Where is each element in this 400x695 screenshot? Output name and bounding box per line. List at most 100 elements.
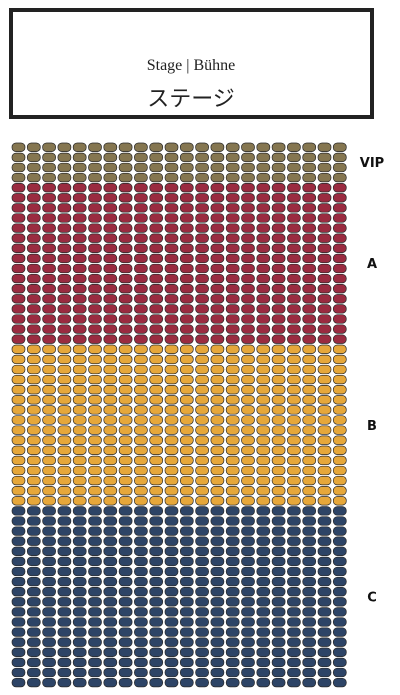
seat	[103, 617, 118, 627]
seat	[332, 627, 347, 637]
seat	[42, 647, 56, 657]
seat	[195, 243, 209, 253]
seat	[317, 475, 332, 486]
seat	[42, 354, 56, 365]
seat	[271, 597, 286, 607]
seat	[271, 364, 286, 375]
seat	[164, 142, 179, 152]
seat	[103, 395, 118, 405]
seat	[302, 475, 317, 486]
seat	[42, 486, 56, 496]
seat	[241, 445, 255, 455]
seat	[72, 657, 87, 668]
seat	[42, 284, 56, 294]
seat	[88, 597, 102, 607]
seat	[118, 587, 133, 597]
seat	[332, 152, 347, 163]
seat	[210, 657, 225, 668]
seat	[11, 405, 26, 415]
seat	[195, 506, 209, 516]
seat	[72, 324, 87, 334]
seat	[225, 455, 240, 466]
seat	[332, 273, 347, 284]
seat	[210, 576, 225, 587]
seat	[57, 587, 72, 597]
seat	[11, 627, 26, 637]
seat	[42, 556, 56, 567]
seat	[241, 324, 255, 334]
seat	[302, 445, 317, 455]
seat	[179, 213, 194, 223]
seat	[57, 435, 72, 445]
seat	[241, 506, 255, 516]
seat	[134, 385, 148, 395]
seat	[118, 576, 133, 587]
seat	[26, 597, 41, 607]
seat	[241, 677, 255, 688]
seat	[287, 425, 301, 435]
seat	[88, 526, 102, 536]
seat	[210, 425, 225, 435]
seat	[118, 506, 133, 516]
seat	[317, 597, 332, 607]
seat	[317, 445, 332, 455]
seat	[57, 576, 72, 587]
seat	[164, 233, 179, 243]
seat	[88, 627, 102, 637]
seat	[103, 556, 118, 567]
seat	[57, 243, 72, 253]
seat	[88, 152, 102, 163]
seat	[332, 223, 347, 233]
seat	[103, 546, 118, 556]
seat	[179, 637, 194, 647]
seat	[256, 294, 271, 304]
seat	[302, 566, 317, 577]
seat	[225, 516, 240, 526]
seat	[256, 354, 271, 365]
seat	[332, 405, 347, 415]
seat	[164, 263, 179, 274]
seat	[317, 627, 332, 637]
seat	[26, 233, 41, 243]
seat	[332, 344, 347, 354]
seat	[72, 284, 87, 294]
seat	[256, 587, 271, 597]
seat	[210, 142, 225, 152]
seat	[42, 455, 56, 466]
seat	[134, 223, 148, 233]
seat	[26, 576, 41, 587]
seat	[118, 425, 133, 435]
seat	[302, 152, 317, 163]
seat	[11, 425, 26, 435]
seat	[164, 162, 179, 173]
seat	[11, 475, 26, 486]
seat	[195, 627, 209, 637]
seat	[287, 284, 301, 294]
seat	[164, 486, 179, 496]
seat	[164, 223, 179, 233]
seat	[332, 435, 347, 445]
seat	[332, 536, 347, 546]
seat	[118, 435, 133, 445]
seat	[179, 142, 194, 152]
seat	[179, 395, 194, 405]
seat	[225, 183, 240, 193]
seat	[241, 637, 255, 647]
seat	[103, 587, 118, 597]
seat	[179, 405, 194, 415]
seat	[195, 536, 209, 546]
seat	[42, 617, 56, 627]
seat	[72, 667, 87, 678]
seat	[164, 314, 179, 324]
seat	[271, 344, 286, 354]
seat	[88, 607, 102, 617]
seat	[103, 536, 118, 546]
seat	[302, 506, 317, 516]
seat	[302, 253, 317, 264]
seat	[317, 314, 332, 324]
seat	[287, 496, 301, 506]
seat	[134, 415, 148, 425]
seat	[164, 617, 179, 627]
seat	[11, 162, 26, 173]
seat	[57, 273, 72, 284]
